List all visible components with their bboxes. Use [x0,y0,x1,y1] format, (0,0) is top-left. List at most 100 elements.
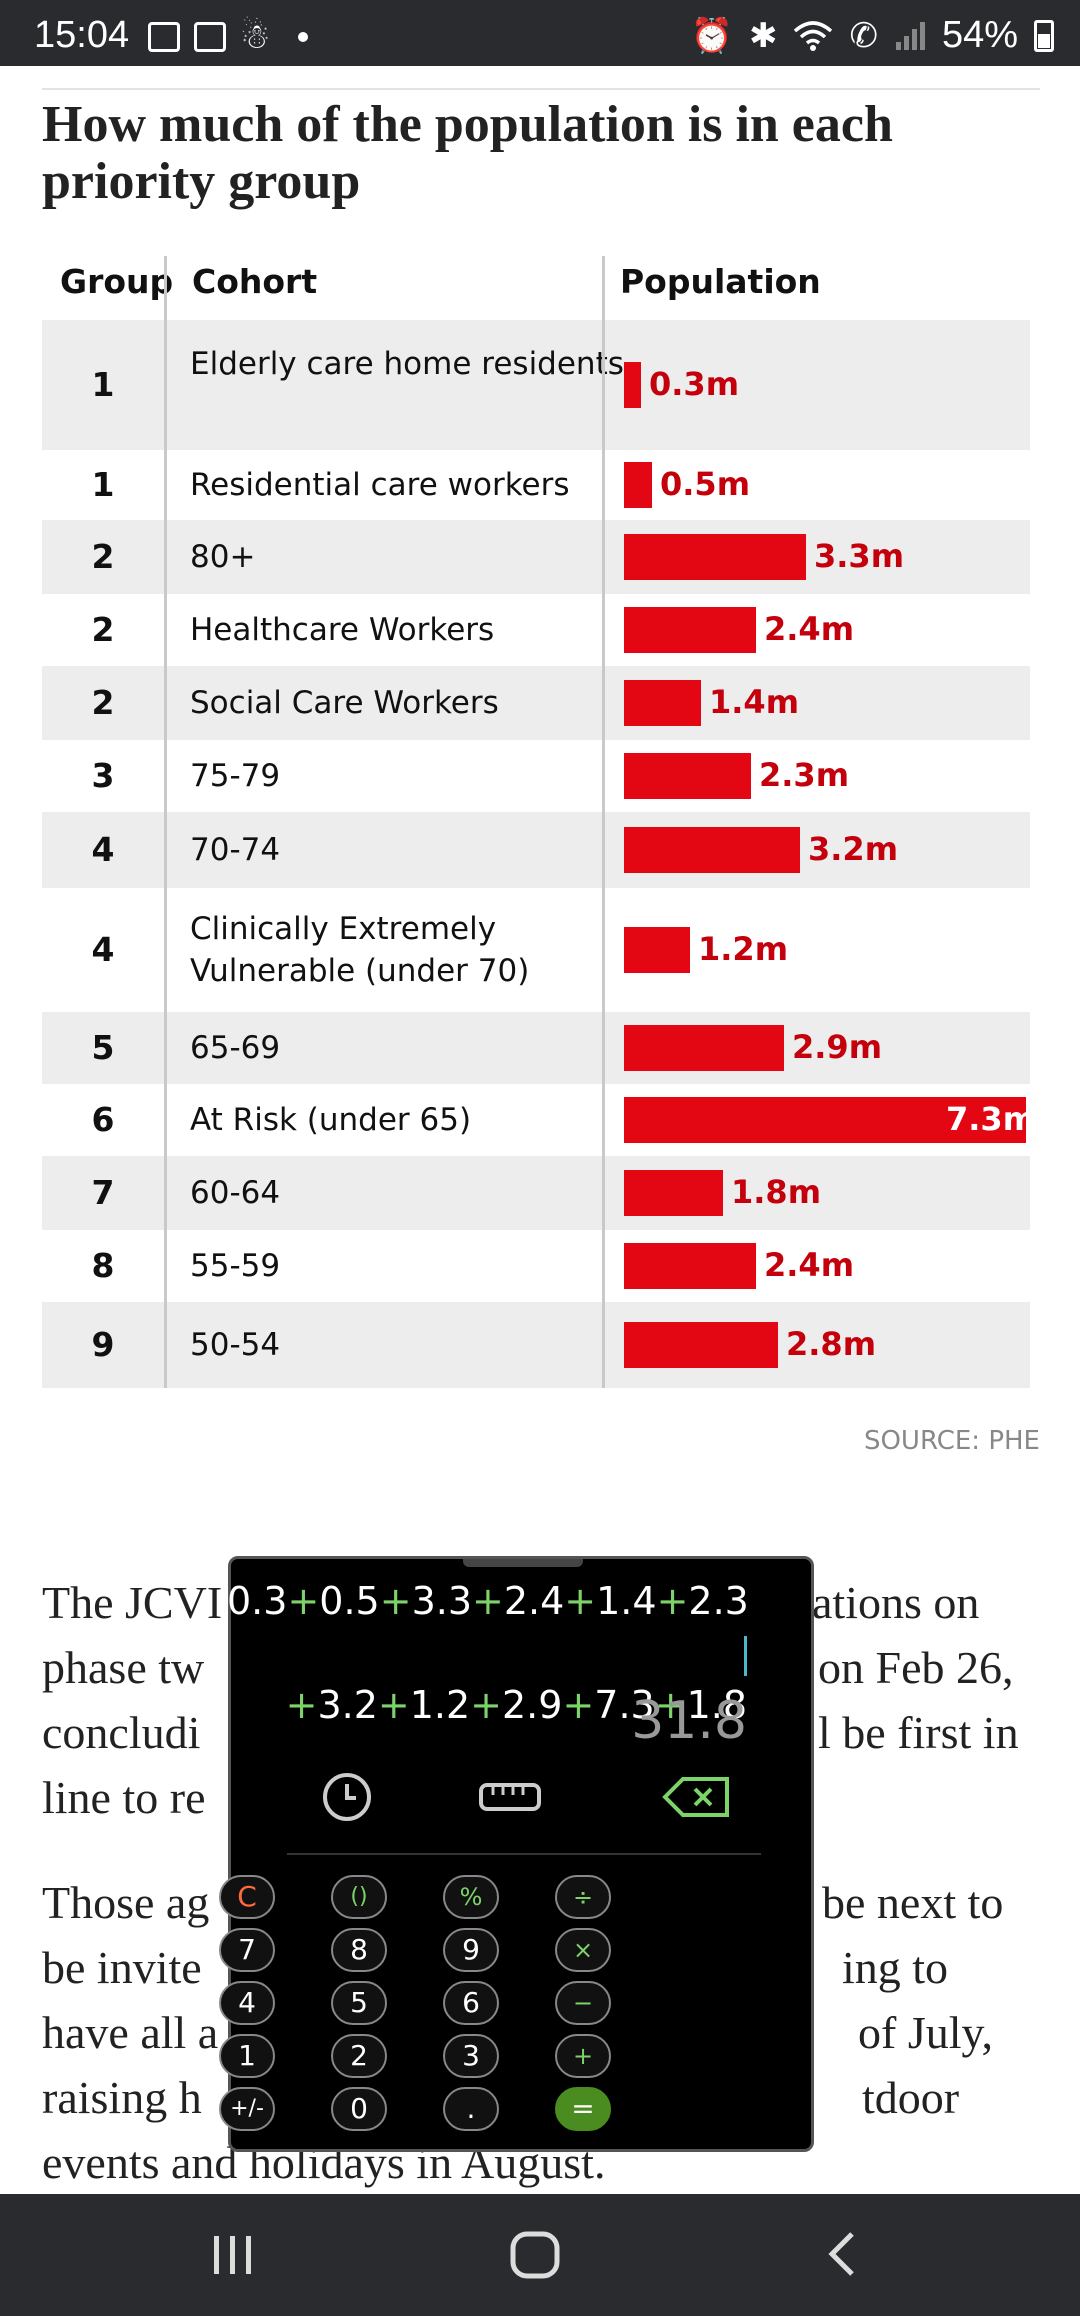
population-value-label: 3.3m [814,537,905,575]
population-value-label: 7.3m [946,1100,1037,1138]
population-bar [624,534,806,580]
notification-dot-icon [298,32,309,42]
digit-3-button[interactable]: 3 [443,2034,499,2078]
digit-0-button[interactable]: 0 [331,2087,387,2131]
group-number: 1 [91,465,115,504]
digit-9-button[interactable]: 9 [443,1928,499,1972]
cohort-label: At Risk (under 65) [190,1102,472,1138]
operator-plus: + [470,1683,502,1727]
article-line: raising h [42,2072,202,2123]
population-bar [624,607,756,653]
population-bar [624,462,652,508]
population-bar [624,1097,1026,1143]
cohort-label: 80+ [190,539,256,575]
divide-button[interactable]: ÷ [555,1875,611,1919]
recent-apps-icon[interactable] [208,2224,258,2284]
table-row: 8 55-59 2.4m [42,1230,1030,1302]
table-row: 4 Clinically Extremely Vulnerable (under … [42,888,1030,1012]
signal-icon [895,21,925,50]
back-icon[interactable] [820,2224,864,2284]
operand: 0.5 [319,1579,380,1623]
article-line: on Feb 26, [818,1642,1014,1693]
population-value-label: 1.8m [731,1173,822,1211]
parentheses-button[interactable]: () [331,1875,387,1919]
multiply-button[interactable]: × [555,1928,611,1972]
column-divider [602,256,605,1388]
group-number: 5 [91,1028,115,1067]
population-bar [624,1025,784,1071]
group-number: 4 [91,930,115,969]
digit-2-button[interactable]: 2 [331,2034,387,2078]
article-paragraph: The JCVI ations on phase tw on Feb 26, c… [42,1570,1042,1830]
expression-line: +3.2+1.2+2.9+7.3+1.8 [227,1679,747,1731]
operator-plus: + [654,1683,687,1727]
table-row: 2 80+ 3.3m [42,520,1030,594]
table-row: 3 75-79 2.3m [42,740,1030,812]
digit-4-button[interactable]: 4 [219,1981,275,2025]
operand: 2.4 [503,1579,565,1623]
population-bar [624,680,701,726]
population-bar [624,1322,778,1368]
article-line: tdoor [862,2072,960,2123]
bluetooth-icon: ✱ [748,16,778,55]
table-row: 7 60-64 1.8m [42,1156,1030,1230]
home-icon[interactable] [508,2224,564,2284]
digit-7-button[interactable]: 7 [219,1928,275,1972]
group-number: 8 [91,1246,115,1285]
status-bar: 15:04 ☃ ⏰ ✱ ✆ 54% [0,0,1080,66]
table-row: 2 Social Care Workers 1.4m [42,666,1030,740]
article-line: ations on [812,1577,980,1628]
cohort-label: 65-69 [190,1030,281,1066]
population-bar [624,827,800,873]
population-bar [624,362,641,408]
calculator-expression[interactable]: 0.3+0.5+3.3+2.4+1.4+2.3 +3.2+1.2+2.9+7.3… [227,1575,749,1731]
wifi-icon [794,20,833,51]
operator-plus: + [562,1683,595,1727]
article-line: ing to [842,1942,949,1993]
article-paragraph: Those ag be next to be invite ing to hav… [42,1870,1042,2200]
group-number: 9 [91,1325,115,1364]
population-bar [624,927,690,973]
divider [42,88,1040,90]
add-button[interactable]: + [555,2034,611,2078]
operand: 1.2 [409,1683,471,1727]
backspace-icon[interactable] [661,1773,733,1821]
population-value-label: 2.4m [764,1246,855,1284]
group-number: 3 [91,756,115,795]
cohort-label: 55-59 [190,1248,281,1284]
cohort-label: 60-64 [190,1175,281,1211]
gallery-icon [148,22,180,52]
equals-button[interactable]: = [555,2087,611,2131]
population-value-label: 3.2m [808,830,899,868]
population-value-label: 0.3m [649,365,740,403]
table-row: 1 Elderly care home residents 0.3m [42,320,1030,450]
digit-1-button[interactable]: 1 [219,2034,275,2078]
subtract-button[interactable]: − [555,1981,611,2025]
digit-6-button[interactable]: 6 [443,1981,499,2025]
header-cohort: Cohort [192,262,318,301]
article-line: line to re [42,1772,206,1823]
calculator-result: 31.8 [631,1691,747,1751]
unit-converter-icon[interactable] [477,1775,543,1819]
table-row: 9 50-54 2.8m [42,1302,1030,1388]
digit-8-button[interactable]: 8 [331,1928,387,1972]
operator-plus: + [379,1579,412,1623]
operator-plus: + [287,1579,320,1623]
clear-button[interactable]: C [219,1875,275,1919]
operator-plus: + [285,1683,318,1727]
group-number: 7 [91,1173,115,1212]
sign-toggle-button[interactable]: +/- [219,2087,275,2131]
digit-5-button[interactable]: 5 [331,1981,387,2025]
history-icon[interactable] [319,1769,375,1825]
operand: 1.8 [686,1683,747,1727]
battery-icon [1034,19,1054,52]
decimal-button[interactable]: . [443,2087,499,2131]
chart-source: SOURCE: PHE [863,1426,1040,1456]
calculator-drag-handle[interactable] [463,1559,583,1567]
chart-title: How much of the population is in each pr… [42,96,893,210]
percent-button[interactable]: % [443,1875,499,1919]
table-row: 2 Healthcare Workers 2.4m [42,594,1030,666]
population-value-label: 2.4m [764,610,855,648]
article-line: of July, [858,2007,994,2058]
floating-calculator[interactable]: 0.3+0.5+3.3+2.4+1.4+2.3 +3.2+1.2+2.9+7.3… [219,1556,814,2152]
